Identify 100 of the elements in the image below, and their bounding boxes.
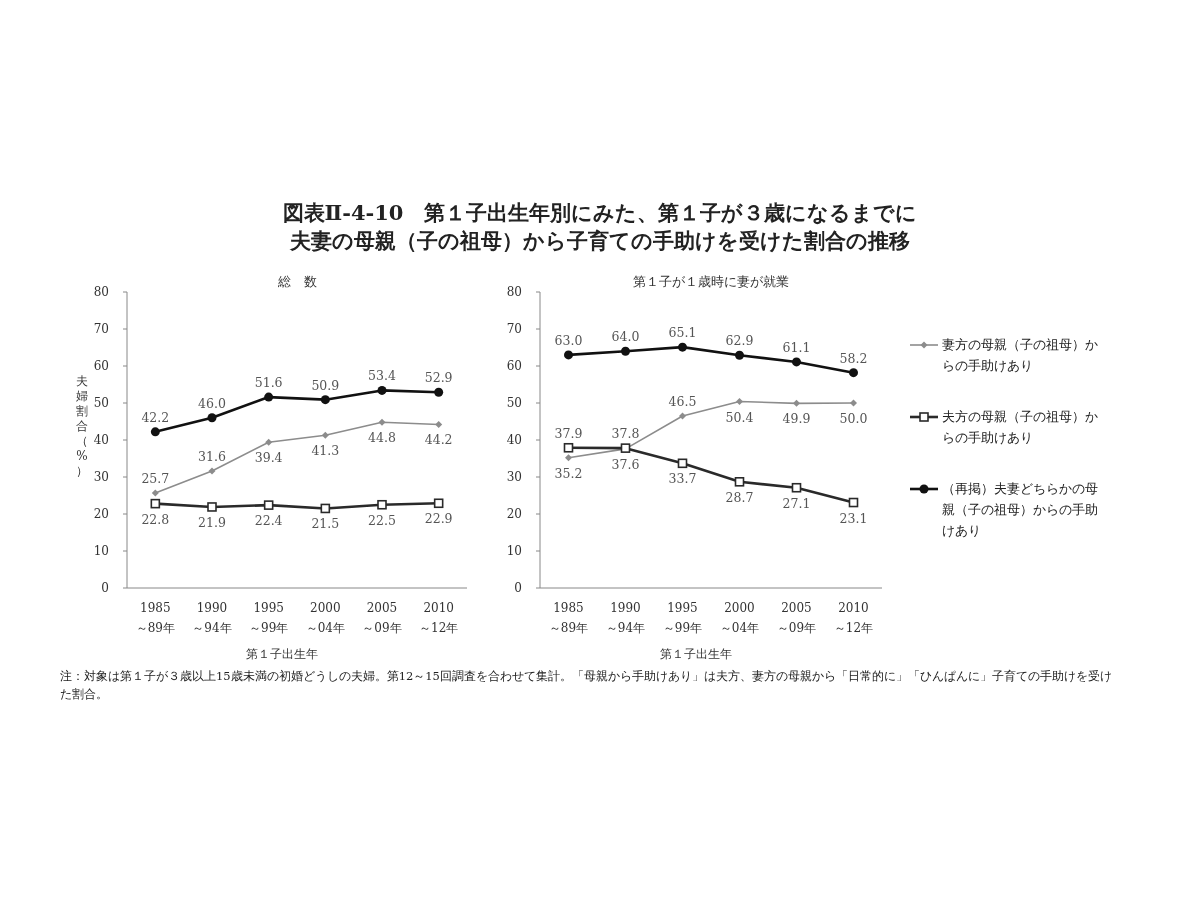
text: 図表Ⅱ-4-10 第１子出生年別にみた、第１子が３歳になるまでに夫妻の母親（子の祖母）から子育ての手助けを受けた割合の推移 [282,200,918,253]
point [736,398,743,406]
data-label: 51.6 [254,375,283,391]
point [565,454,572,462]
x-tick-label: 2000～04年 [719,601,760,635]
data-label: 61.1 [782,339,811,355]
point [434,387,444,397]
y-tick-label: 50 [506,396,522,410]
data-label: 42.2 [141,409,170,425]
point [792,357,801,367]
data-label: 52.9 [424,370,453,386]
point [265,438,273,446]
point [378,418,386,426]
x-tick-label: 1985～89年 [135,601,175,635]
x-tick-label: 2010～12年 [833,601,874,635]
data-label: 31.6 [198,449,226,465]
y-tick-label: 0 [101,581,109,595]
y-tick-label: 10 [506,544,522,558]
data-label: 49.9 [782,411,811,427]
data-label: 37.8 [611,426,640,442]
y-tick-label: 40 [93,433,109,447]
x-tick-label: 1990～94年 [192,601,232,635]
legend-label: （再掲）夫妻どちらかの母親（子の祖母）からの手助けあり [942,481,1098,538]
point [734,477,745,487]
data-label: 25.7 [141,470,170,486]
data-label: 22.8 [141,511,170,527]
point [564,350,573,360]
data-label: 41.3 [311,443,340,459]
point [321,431,329,439]
y-tick-label: 60 [506,359,522,373]
data-label: 46.0 [198,395,226,411]
data-label: 58.2 [839,350,868,366]
data-label: 35.2 [554,465,583,481]
data-label: 22.5 [368,512,396,528]
point [678,342,687,352]
point [207,413,217,423]
y-tick-label: 80 [506,285,522,299]
y-tick-label: 20 [506,507,522,521]
data-label: 44.8 [368,430,396,446]
data-label: 64.0 [611,329,640,345]
point [150,498,161,509]
data-label: 28.7 [725,489,754,505]
point [377,499,387,510]
point [151,489,159,497]
data-label: 63.0 [554,332,583,348]
chart-subtitle: 第１子が１歳時に妻が就業 [633,274,789,289]
y-tick-label: 80 [93,285,109,299]
point [150,427,160,437]
x-tick-label: 2005～09年 [776,601,817,635]
point [563,442,574,453]
point [848,497,859,508]
x-tick-label: 1985～89年 [548,601,589,635]
y-tick-label: 50 [93,396,109,410]
data-label: 37.6 [611,456,640,472]
data-label: 37.9 [554,425,583,441]
x-tick-label: 2000～04年 [305,601,345,635]
data-label: 21.5 [311,516,340,532]
point [320,503,331,514]
y-axis-title: 夫婦割合（%） [76,374,88,478]
text: 注：対象は第１子が３歳以上15歳未満の初婚どうしの夫婦。第12～15回調査を合わせて集計。「母親から手助けあり」は夫方、妻方の母親から「日常的に」「ひんぱんに」子育ての手助けを受けた割合。 [60,669,1112,701]
y-tick-label: 70 [506,322,522,336]
point [435,420,443,428]
legend-label: 夫方の母親（子の祖母）からの手助けあり [942,409,1098,445]
point [679,412,686,420]
data-label: 50.0 [839,411,868,426]
y-tick-label: 40 [506,433,522,447]
point [320,395,330,405]
data-label: 44.2 [424,432,453,448]
point [791,482,802,493]
data-label: 65.1 [668,325,697,341]
point [263,500,274,510]
data-label: 46.5 [668,393,697,409]
point [850,399,857,407]
y-tick-label: 60 [93,359,109,373]
point [207,502,217,512]
data-label: 22.4 [254,513,283,529]
y-tick-label: 20 [93,507,109,521]
point [621,346,630,356]
chart-subtitle: 総 数 [276,274,317,289]
point [264,392,274,402]
y-tick-label: 30 [93,470,109,484]
point [849,368,858,378]
point [377,385,387,395]
legend-label: 妻方の母親（子の祖母）からの手助けあり [942,337,1098,373]
data-label: 27.1 [782,495,811,511]
data-label: 50.4 [725,409,754,425]
point [208,467,216,475]
data-label: 62.9 [725,333,754,349]
y-tick-label: 10 [93,544,109,558]
data-label: 39.4 [254,450,283,466]
data-label: 23.1 [839,510,868,526]
data-label: 21.9 [198,514,226,530]
x-tick-label: 2010～12年 [419,601,459,635]
data-label: 33.7 [668,471,697,487]
point [735,350,744,360]
point [433,498,444,509]
x-tick-label: 1995～99年 [662,601,703,635]
x-axis-title: 第１子出生年 [246,647,318,661]
data-label: 22.9 [424,511,453,527]
y-tick-label: 30 [506,470,522,484]
